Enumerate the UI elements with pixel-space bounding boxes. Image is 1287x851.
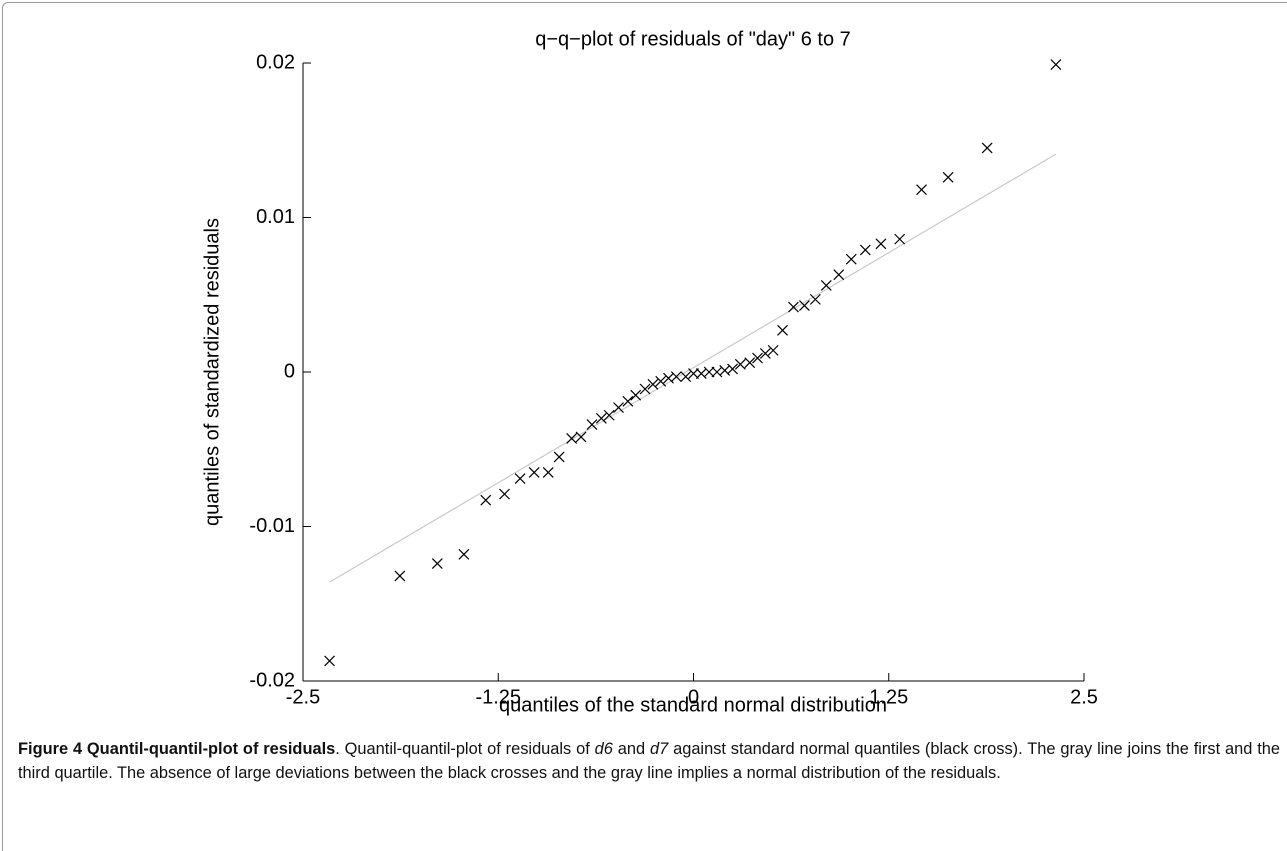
y-tick-label: 0.01 [256,206,295,228]
cross-marker [688,368,699,379]
cross-marker [458,548,470,560]
y-tick-label: -0.02 [249,669,295,691]
cross-marker [752,352,763,364]
cross-marker [613,402,624,413]
cross-marker [744,357,756,369]
cross-marker [630,389,642,401]
cross-marker [595,412,607,424]
cross-marker [647,378,659,390]
y-axis-label: quantiles of standardized residuals [201,218,223,526]
cross-marker [542,467,554,478]
caption-label: Figure 4 Quantil-quantil-plot of residua… [18,740,336,758]
x-tick-label: 0 [688,686,699,708]
y-tick-label: -0.01 [249,515,295,537]
cross-marker [845,253,857,265]
cross-marker [670,371,682,383]
cross-marker [859,244,871,256]
cross-marker [603,409,615,421]
caption: Figure 4 Quantil-quantil-plot of residua… [18,738,1280,785]
cross-marker [553,451,565,463]
caption-text: against standard normal quantiles (black… [18,740,1280,782]
cross-marker [680,371,692,383]
x-tick-label: -1.25 [475,686,521,708]
cross-marker [514,473,526,485]
cross-marker [575,431,587,443]
caption-text: . Quantil-quantil-plot of residuals of [335,740,595,758]
cross-marker [820,280,832,291]
y-tick-label: 0 [284,360,295,382]
chart-title: q−q−plot of residuals of "day" 6 to 7 [535,28,851,50]
cross-marker [566,433,578,444]
cross-marker [431,558,443,570]
cross-marker [703,366,715,378]
x-tick-label: 1.25 [869,686,908,708]
cross-marker [798,300,810,311]
caption-text: d7 [649,740,669,758]
y-tick-label: 0.02 [256,51,295,73]
cross-marker [981,142,993,154]
cross-marker [727,363,738,375]
reference-line [329,153,1057,583]
cross-marker [777,324,788,336]
cross-marker [622,395,634,407]
cross-marker [916,184,927,196]
cross-marker [759,348,771,359]
cross-marker [586,419,598,430]
cross-marker [480,494,492,506]
cross-marker [833,269,845,281]
cross-marker [809,293,821,305]
cross-marker [528,467,540,478]
cross-marker [894,233,906,245]
cross-marker [875,238,887,250]
x-tick-label: 2.5 [1070,686,1098,708]
cross-marker [394,570,406,582]
cross-marker [1050,59,1062,70]
x-tick-label: -2.5 [286,686,320,708]
cross-marker [639,383,651,395]
cross-marker [499,488,510,500]
caption-text: d6 [594,740,613,758]
cross-marker [734,358,746,370]
cross-marker [324,655,335,667]
caption-text: and [612,740,650,758]
cross-marker [767,344,779,356]
cross-marker [788,301,799,313]
x-axis-label: quantiles of the standard normal distrib… [499,694,887,716]
chart: q−q−plot of residuals of "day" 6 to 7 qu… [201,28,1098,716]
cross-marker [655,375,667,387]
cross-marker [942,171,954,183]
